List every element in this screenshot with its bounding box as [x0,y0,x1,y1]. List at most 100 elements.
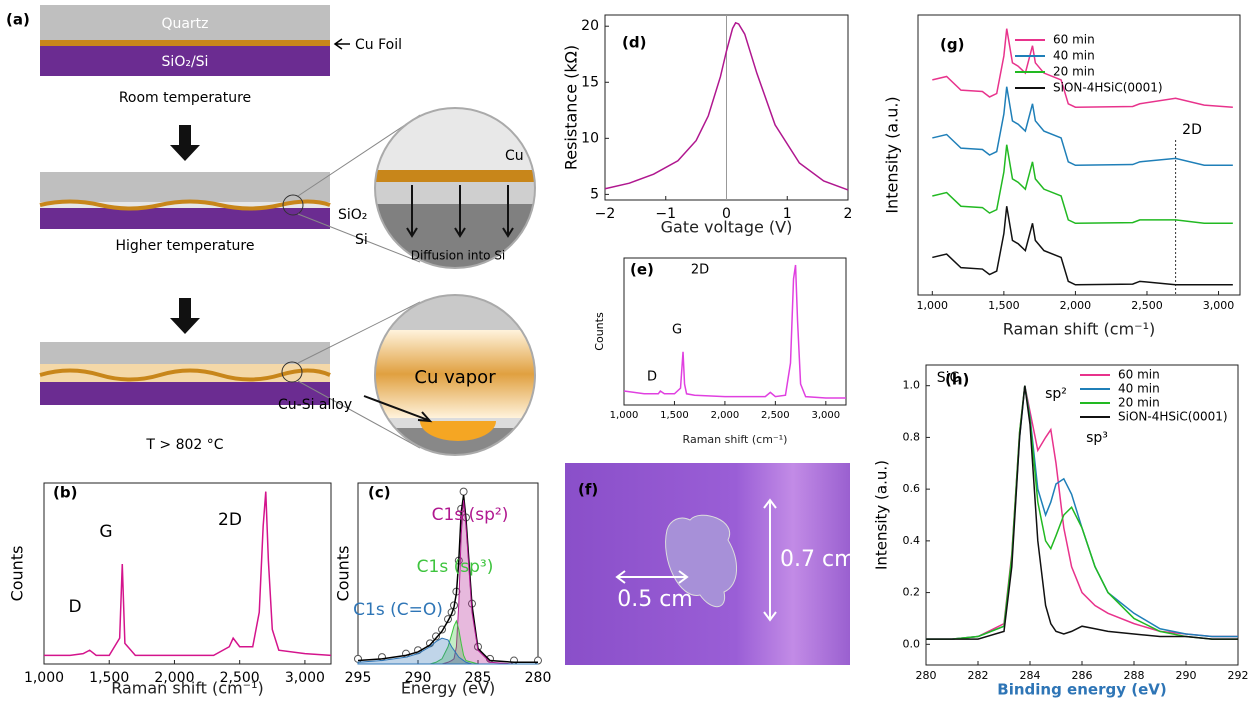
x-axis-label: Raman shift (cm⁻¹) [683,433,788,446]
y-tick-label: 0.8 [903,430,921,443]
panel-label: (a) [6,11,30,29]
graphene-flake [665,514,738,608]
x-tick-label: 1 [783,206,792,222]
x-tick-label: 2,500 [220,670,260,686]
callout: Cu-Si alloy [278,397,352,413]
arrow [170,125,200,161]
line [932,144,1233,225]
caption: Room temperature [119,90,251,106]
x-tick-label: 3,000 [285,670,325,686]
line [926,385,1238,640]
callout: Cu Foil [355,37,402,53]
zoom-border [374,294,536,456]
annotation: SiC [937,370,960,386]
line [932,28,1233,108]
chart: 1,000 1,500 2,000 2,500 3,000 Raman shift (cm… [883,14,1241,339]
chart: −2 −1 0 1 2 5 10 15 20 Gate voltage (V) Resistance… [562,14,852,237]
legend-label: 20 min [1053,65,1095,79]
x-tick-label: 3,000 [1203,299,1235,312]
sio2-layer [40,208,330,229]
y-tick-label: 0.2 [903,586,921,599]
scale-label: 0.7 cm [780,547,856,572]
legend-label: 60 min [1053,33,1095,47]
annotation: sp³ [1086,430,1108,446]
caption: Higher temperature [116,238,255,254]
x-tick-label: −2 [595,206,616,222]
callout: Diffusion into Si [411,249,506,263]
x-tick-label: 1,500 [660,410,689,421]
zoom-line [297,114,421,263]
panel-label: (f) [578,481,598,499]
photo: (f) 0.7 cm 0.5 cm [565,463,856,665]
panel-label: (b) [53,484,77,502]
y-tick-label: 5 [590,186,599,202]
x-tick-label: 0 [722,206,731,222]
x-tick-label: 282 [968,669,989,682]
y-tick-label: 0.6 [903,482,921,495]
line [932,86,1233,166]
y-tick-label: 0.0 [903,637,921,650]
callout: Si [355,232,368,248]
callout: Cu vapor [414,367,496,388]
panel-label: (e) [630,261,654,279]
diagram: (a) Quartz SiO₂/Si Cu Foil Room temperat… [6,5,536,456]
cu-layer [39,368,331,382]
y-axis-label: Counts [593,312,606,351]
scale-label: 0.5 cm [617,587,693,612]
panel-label: (g) [940,36,964,54]
x-axis-label: Gate voltage (V) [661,218,793,237]
quartz-layer [40,5,330,40]
layer-label: Quartz [161,16,208,32]
y-tick-label: 15 [581,74,599,90]
y-axis-label: Counts [334,546,353,602]
y-axis-label: Counts [8,546,27,602]
panel-label: (h) [945,371,969,389]
caption: T > 802 °C [145,437,223,453]
gap [40,202,330,208]
x-tick-label: 1,000 [610,410,639,421]
legend-label: 40 min [1118,382,1160,396]
annotation: D [68,597,81,617]
y-tick-label: 20 [581,18,599,34]
x-tick-label: 284 [1020,669,1041,682]
x-tick-label: 1,000 [917,299,949,312]
quartz-layer [40,342,330,364]
y-axis-label: Intensity (a.u.) [873,460,891,570]
component-label: C1s (C=O) [353,600,443,620]
sio2-layer [40,382,330,405]
x-tick-label: 2,000 [1060,299,1092,312]
chart: 295 290 285 280 Energy (eV) Counts (c) C1s (sp²… [334,482,551,698]
callout: Cu [505,148,524,164]
line [604,21,849,191]
line [926,385,1238,640]
arrow [170,298,200,334]
arrow [333,38,350,50]
data-point [432,632,440,641]
x-axis-label: Raman shift (cm⁻¹) [1003,320,1156,339]
x-tick-label: 2,500 [1131,299,1163,312]
x-tick-label: 1,000 [24,670,64,686]
panel-label: (c) [368,484,391,502]
line [44,491,332,657]
line [926,385,1238,640]
legend-label: 20 min [1118,396,1160,410]
component-label: C1s (sp²) [432,505,509,525]
y-axis-label: Resistance (kΩ) [562,45,581,170]
x-tick-label: 1,500 [89,670,129,686]
arrow [363,395,433,423]
x-tick-label: 1,500 [988,299,1020,312]
cu-layer [39,199,331,211]
y-tick-label: 1.0 [903,379,921,392]
chart: 1,000 1,500 2,000 2,500 3,000 Raman shift (cm… [593,257,847,446]
annotation: G [99,522,112,542]
zoom-marker [281,361,303,383]
quartz-layer [40,172,330,202]
sio2-layer [40,46,330,76]
x-tick-label: 295 [345,670,372,686]
x-axis-label: Raman shift (cm⁻¹) [111,679,264,698]
scale-arrow [615,570,689,584]
plot-frame [623,257,847,406]
x-tick-label: 290 [405,670,432,686]
scale-arrow [763,498,777,622]
callout: SiO₂ [338,207,367,223]
